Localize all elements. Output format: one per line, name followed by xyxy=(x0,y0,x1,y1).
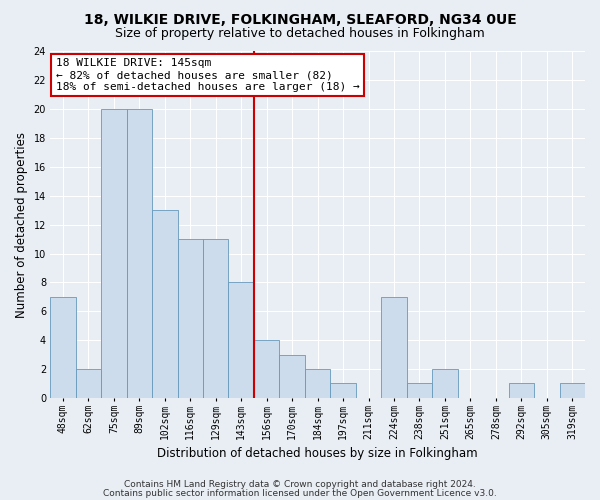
Bar xyxy=(50,297,76,398)
Bar xyxy=(203,239,229,398)
Text: Size of property relative to detached houses in Folkingham: Size of property relative to detached ho… xyxy=(115,28,485,40)
Bar xyxy=(280,354,305,398)
Text: 18, WILKIE DRIVE, FOLKINGHAM, SLEAFORD, NG34 0UE: 18, WILKIE DRIVE, FOLKINGHAM, SLEAFORD, … xyxy=(83,12,517,26)
Bar xyxy=(331,384,356,398)
Bar xyxy=(178,239,203,398)
Text: 18 WILKIE DRIVE: 145sqm
← 82% of detached houses are smaller (82)
18% of semi-de: 18 WILKIE DRIVE: 145sqm ← 82% of detache… xyxy=(56,58,359,92)
Bar xyxy=(407,384,432,398)
Bar xyxy=(101,109,127,398)
Bar xyxy=(560,384,585,398)
Bar xyxy=(509,384,534,398)
Bar xyxy=(229,282,254,398)
Bar xyxy=(254,340,280,398)
Bar xyxy=(432,369,458,398)
Bar xyxy=(381,297,407,398)
X-axis label: Distribution of detached houses by size in Folkingham: Distribution of detached houses by size … xyxy=(157,447,478,460)
Bar xyxy=(152,210,178,398)
Bar xyxy=(305,369,331,398)
Y-axis label: Number of detached properties: Number of detached properties xyxy=(15,132,28,318)
Bar xyxy=(127,109,152,398)
Bar xyxy=(76,369,101,398)
Text: Contains HM Land Registry data © Crown copyright and database right 2024.: Contains HM Land Registry data © Crown c… xyxy=(124,480,476,489)
Text: Contains public sector information licensed under the Open Government Licence v3: Contains public sector information licen… xyxy=(103,488,497,498)
